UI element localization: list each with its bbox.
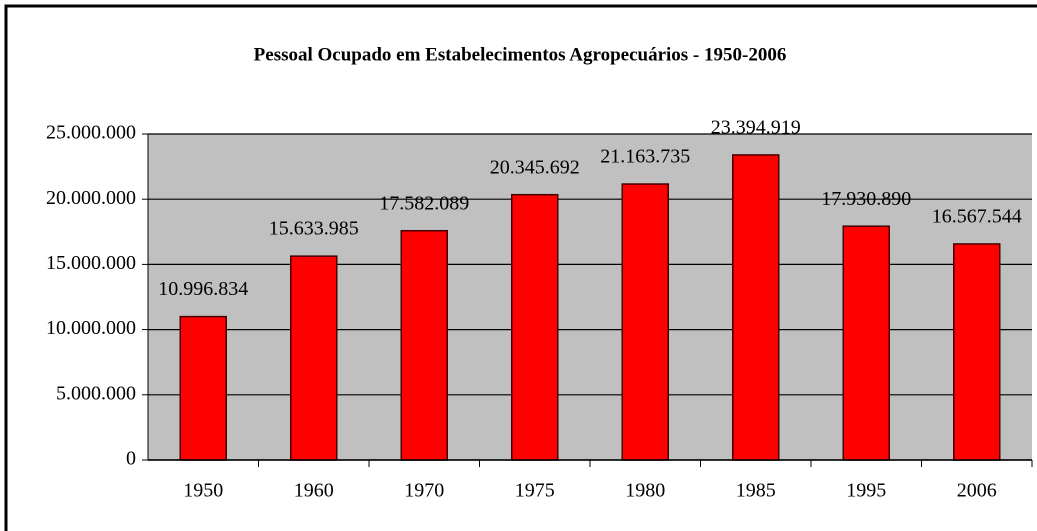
value-label: 15.633.985 xyxy=(269,218,359,240)
x-tick-label: 1975 xyxy=(515,480,555,502)
x-tick-label: 2006 xyxy=(957,480,997,502)
bar xyxy=(842,225,890,461)
y-tick-label: 10.000.000 xyxy=(46,317,136,339)
value-label: 17.930.890 xyxy=(821,188,911,210)
bar xyxy=(732,154,780,461)
x-tick-label: 1950 xyxy=(183,480,223,502)
y-tick-label: 20.000.000 xyxy=(46,187,136,209)
bar xyxy=(621,183,669,461)
bar xyxy=(511,193,559,461)
x-tick-label: 1960 xyxy=(294,480,334,502)
plot-area xyxy=(148,134,1032,460)
value-label: 17.582.089 xyxy=(379,192,469,214)
bar xyxy=(290,255,338,461)
y-tick-label: 0 xyxy=(126,448,136,470)
y-tick-label: 5.000.000 xyxy=(56,382,136,404)
value-label: 20.345.692 xyxy=(490,156,580,178)
x-tick-label: 1970 xyxy=(404,480,444,502)
x-tick-label: 1995 xyxy=(846,480,886,502)
bar xyxy=(400,229,448,461)
x-tick-label: 1980 xyxy=(625,480,665,502)
value-label: 16.567.544 xyxy=(932,206,1022,228)
chart-title: Pessoal Ocupado em Estabelecimentos Agro… xyxy=(254,44,787,65)
value-label: 23.394.919 xyxy=(711,117,801,139)
bar xyxy=(953,243,1001,461)
value-label: 10.996.834 xyxy=(158,278,248,300)
bar xyxy=(179,315,227,461)
y-tick-label: 15.000.000 xyxy=(46,252,136,274)
value-label: 21.163.735 xyxy=(600,146,690,168)
y-tick-label: 25.000.000 xyxy=(46,122,136,144)
x-tick-label: 1985 xyxy=(736,480,776,502)
